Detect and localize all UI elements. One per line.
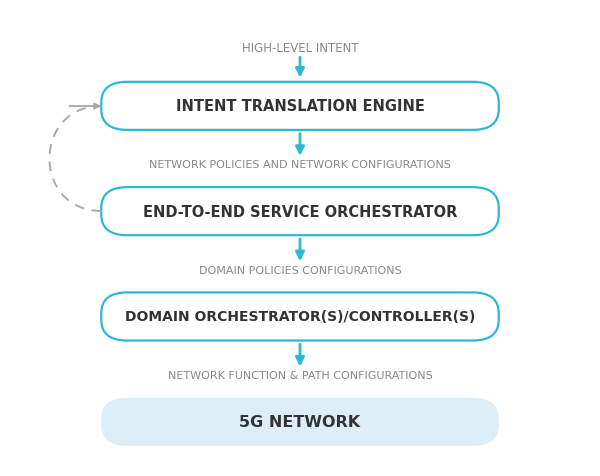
Text: HIGH-LEVEL INTENT: HIGH-LEVEL INTENT	[242, 42, 358, 55]
FancyBboxPatch shape	[101, 83, 499, 130]
Text: NETWORK POLICIES AND NETWORK CONFIGURATIONS: NETWORK POLICIES AND NETWORK CONFIGURATI…	[149, 160, 451, 170]
FancyBboxPatch shape	[101, 398, 499, 446]
Text: NETWORK FUNCTION & PATH CONFIGURATIONS: NETWORK FUNCTION & PATH CONFIGURATIONS	[167, 370, 433, 380]
Text: INTENT TRANSLATION ENGINE: INTENT TRANSLATION ENGINE	[176, 99, 424, 114]
FancyBboxPatch shape	[101, 293, 499, 341]
Text: DOMAIN POLICIES CONFIGURATIONS: DOMAIN POLICIES CONFIGURATIONS	[199, 265, 401, 275]
Text: 5G NETWORK: 5G NETWORK	[239, 415, 361, 429]
FancyBboxPatch shape	[101, 188, 499, 236]
Text: DOMAIN ORCHESTRATOR(S)/CONTROLLER(S): DOMAIN ORCHESTRATOR(S)/CONTROLLER(S)	[125, 310, 475, 324]
Text: END-TO-END SERVICE ORCHESTRATOR: END-TO-END SERVICE ORCHESTRATOR	[143, 204, 457, 219]
